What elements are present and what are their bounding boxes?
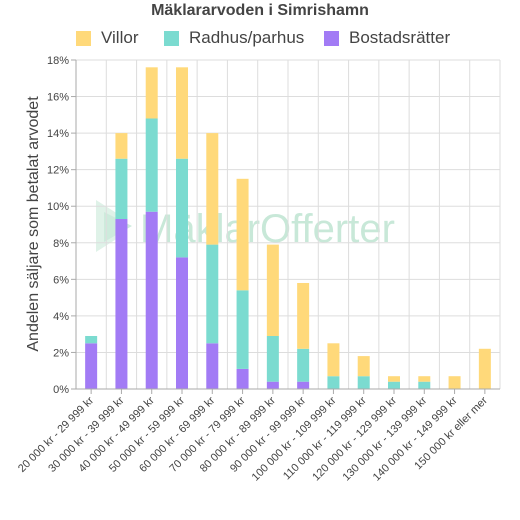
y-tick-label: 2%: [53, 347, 69, 359]
bar-segment-radhus-parhus[interactable]: [206, 244, 219, 344]
bar-segment-villor[interactable]: [388, 376, 400, 382]
bar-segment-bostadsr-tter[interactable]: [115, 219, 128, 389]
bar-segment-villor[interactable]: [478, 348, 491, 389]
legend-swatch-bostadsratter: [324, 30, 339, 46]
y-tick-label: 8%: [53, 238, 69, 250]
bar-segment-radhus-parhus[interactable]: [297, 348, 310, 382]
legend-item-bostadsratter[interactable]: Bostadsrätter: [324, 26, 450, 50]
bar-segment-villor[interactable]: [266, 244, 279, 336]
y-tick-label: 4%: [53, 311, 69, 323]
y-tick-label: 18%: [47, 55, 69, 67]
legend-label-villor: Villor: [101, 28, 139, 47]
legend-swatch-radhus: [164, 30, 179, 46]
y-tick-label: 10%: [47, 201, 69, 213]
y-tick-label: 16%: [47, 92, 69, 104]
bar-segment-radhus-parhus[interactable]: [418, 381, 431, 389]
bar-segment-villor[interactable]: [176, 67, 188, 159]
y-tick-label: 14%: [47, 128, 69, 140]
bar-segment-villor[interactable]: [327, 343, 340, 377]
bar-segment-radhus-parhus[interactable]: [388, 381, 400, 389]
y-tick-label: 6%: [53, 274, 69, 286]
chart-title: Mäklararvoden i Simrishamn: [151, 2, 369, 19]
bar-segment-villor[interactable]: [145, 67, 158, 119]
axes: [71, 59, 500, 394]
bar-segment-bostadsr-tter[interactable]: [236, 368, 249, 389]
bars: [85, 67, 491, 389]
bar-segment-radhus-parhus[interactable]: [327, 376, 340, 389]
y-tick-label: 0%: [53, 384, 69, 396]
bar-segment-villor[interactable]: [448, 376, 461, 389]
bar-segment-villor[interactable]: [236, 178, 249, 291]
bar-segment-bostadsr-tter[interactable]: [297, 381, 310, 389]
legend-item-radhus[interactable]: Radhus/parhus: [164, 26, 304, 50]
bar-segment-bostadsr-tter[interactable]: [206, 343, 219, 389]
bar-segment-villor[interactable]: [297, 282, 310, 349]
bar-segment-radhus-parhus[interactable]: [115, 158, 128, 220]
bar-segment-bostadsr-tter[interactable]: [145, 211, 158, 389]
bar-segment-villor[interactable]: [418, 376, 431, 382]
legend-swatch-villor: [76, 30, 91, 46]
y-axis-label: Andelen säljare som betalat arvodet: [25, 96, 42, 352]
y-tick-labels: 0% 2% 4% 6% 8% 10% 12% 14% 16% 18%: [47, 55, 69, 396]
bar-segment-radhus-parhus[interactable]: [145, 118, 158, 212]
bar-segment-radhus-parhus[interactable]: [236, 290, 249, 369]
bar-segment-villor[interactable]: [206, 133, 219, 245]
legend: Villor Radhus/parhus Bostadsrätter: [0, 26, 520, 50]
legend-item-villor[interactable]: Villor: [76, 26, 138, 50]
bar-segment-bostadsr-tter[interactable]: [85, 343, 98, 389]
bar-segment-radhus-parhus[interactable]: [266, 335, 279, 382]
bar-segment-radhus-parhus[interactable]: [357, 376, 370, 389]
bar-segment-bostadsr-tter[interactable]: [266, 381, 279, 389]
bar-segment-villor[interactable]: [357, 356, 370, 377]
bar-segment-villor[interactable]: [115, 133, 128, 159]
y-tick-label: 12%: [47, 165, 69, 177]
bar-segment-radhus-parhus[interactable]: [85, 335, 98, 344]
bar-segment-bostadsr-tter[interactable]: [176, 257, 188, 389]
legend-label-bostadsratter: Bostadsrätter: [349, 28, 451, 47]
legend-label-radhus: Radhus/parhus: [189, 28, 305, 47]
bar-segment-radhus-parhus[interactable]: [176, 158, 188, 258]
